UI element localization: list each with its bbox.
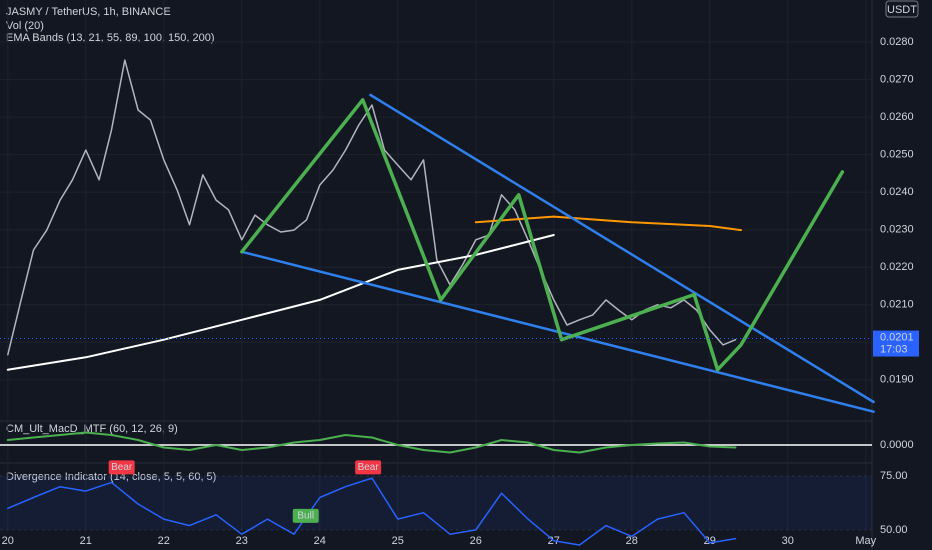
x-tick-label: 21 xyxy=(80,535,92,547)
annotation-box xyxy=(108,460,135,475)
x-tick-label: 29 xyxy=(704,535,716,547)
y-tick-label: 0.0190 xyxy=(880,374,914,386)
series-line xyxy=(240,98,845,372)
series-line xyxy=(6,431,737,454)
y-tick-label: 50.00 xyxy=(880,524,908,536)
unit-box xyxy=(885,0,919,18)
indicator-label: EMA Bands (13, 21, 55, 89, 100, 150, 200… xyxy=(6,32,215,44)
x-tick-label: 26 xyxy=(470,535,482,547)
last-price-label: 0.0201 xyxy=(880,331,914,343)
series-line xyxy=(369,93,875,404)
chart-title: JASMY / TetherUS, 1h, BINANCE xyxy=(6,6,171,18)
x-tick-label: 25 xyxy=(392,535,404,547)
x-tick-label: 23 xyxy=(236,535,248,547)
annotation-label: Bull xyxy=(297,511,314,522)
countdown-label: 17:03 xyxy=(880,343,908,355)
x-tick-label: May xyxy=(855,535,876,547)
y-tick-label: 0.0230 xyxy=(880,224,914,236)
series-line xyxy=(7,477,737,546)
y-tick-label: 0.0280 xyxy=(880,36,914,48)
y-tick-label: 0.0270 xyxy=(880,73,914,85)
x-tick-label: 24 xyxy=(314,535,326,547)
y-tick-label: 0.0250 xyxy=(880,149,914,161)
last-price-box xyxy=(873,330,919,357)
x-tick-label: 20 xyxy=(2,535,14,547)
annotation-label: Bear xyxy=(111,462,133,473)
indicator-label: Vol (20) xyxy=(6,20,44,32)
x-tick-label: 22 xyxy=(158,535,170,547)
y-tick-label: 0.0220 xyxy=(880,261,914,273)
band-fill xyxy=(0,475,872,530)
annotation-box xyxy=(355,460,382,475)
y-tick-label: 0.0260 xyxy=(880,111,914,123)
series-line xyxy=(474,215,742,232)
y-tick-label: 0.0210 xyxy=(880,299,914,311)
annotation-box xyxy=(292,508,319,523)
x-tick-label: 30 xyxy=(782,535,794,547)
y-tick-label: 0.0000 xyxy=(880,439,914,451)
x-tick-label: 28 xyxy=(626,535,638,547)
series-line xyxy=(7,59,737,356)
y-tick-label: 75.00 xyxy=(880,470,908,482)
unit-label: USDT xyxy=(887,4,917,16)
y-tick-label: 0.0240 xyxy=(880,186,914,198)
series-line xyxy=(6,234,555,371)
pane-title: CM_Ult_MacD_MTF (60, 12, 26, 9) xyxy=(6,423,178,435)
annotation-label: Bear xyxy=(358,462,380,473)
